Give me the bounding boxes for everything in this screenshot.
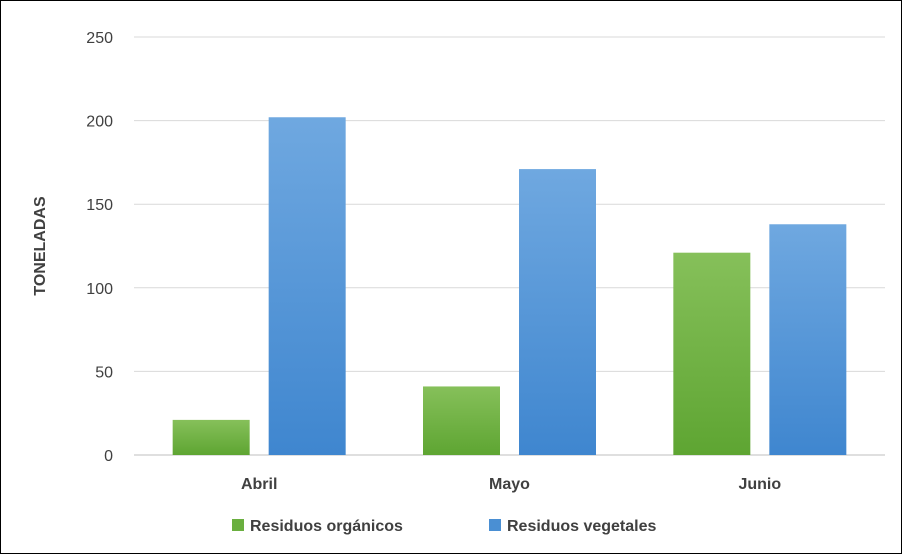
y-tick-label: 150 (86, 197, 113, 214)
legend-label: Residuos orgánicos (250, 518, 403, 535)
y-tick-label: 100 (86, 281, 113, 298)
x-tick-label: Mayo (489, 476, 530, 493)
bars (172, 117, 847, 456)
legend-label: Residuos vegetales (507, 518, 657, 535)
bar-residuos-org-nicos-junio (673, 252, 751, 455)
legend: Residuos orgánicos Residuos vegetales (232, 518, 657, 535)
legend-swatch (489, 519, 501, 531)
legend-swatch (232, 519, 244, 531)
y-axis-ticks: 0 50 100 150 200 250 (86, 30, 113, 465)
y-axis-title: TONELADAS (32, 196, 49, 296)
bar-residuos-org-nicos-mayo (423, 386, 500, 455)
bar-residuos-vegetales-abril (268, 117, 346, 456)
y-tick-label: 0 (104, 448, 113, 465)
x-axis: Abril Mayo Junio (241, 476, 781, 493)
y-tick-label: 200 (86, 114, 113, 131)
bar-residuos-org-nicos-abril (172, 419, 250, 455)
x-tick-label: Abril (241, 476, 277, 493)
y-tick-label: 250 (86, 30, 113, 47)
gridlines (134, 36, 885, 456)
y-tick-label: 50 (95, 364, 113, 381)
bar-residuos-vegetales-mayo (519, 169, 596, 455)
x-tick-label: Junio (738, 476, 781, 493)
bar-residuos-vegetales-junio (769, 224, 847, 455)
